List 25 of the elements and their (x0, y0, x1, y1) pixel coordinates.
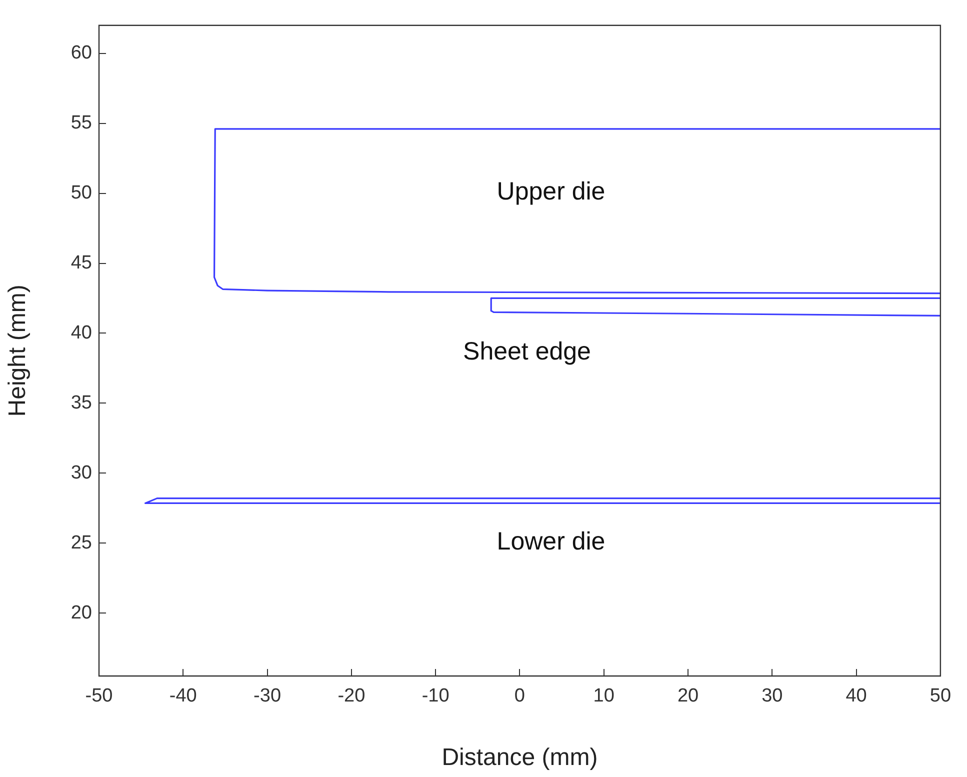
x-tick-label: 10 (593, 686, 614, 707)
x-tick-label: 30 (762, 686, 783, 707)
y-tick-label: 20 (70, 602, 92, 624)
y-tick-label: 35 (70, 392, 92, 414)
y-tick-label: 45 (70, 252, 92, 274)
y-tick-label: 30 (70, 462, 92, 484)
annotation: Lower die (496, 528, 606, 556)
y-tick-label: 40 (70, 322, 92, 344)
y-tick-label: 60 (70, 42, 92, 64)
x-tick-label: 40 (846, 686, 867, 707)
x-tick-label: -20 (338, 686, 366, 707)
y-tick-label: 50 (70, 182, 92, 204)
x-axis-title: Distance (mm) (442, 744, 598, 772)
x-tick-label: -50 (85, 686, 113, 707)
y-axis-title: Height (mm) (4, 284, 32, 417)
x-tick-label: -40 (169, 686, 197, 707)
x-tick-label: -30 (254, 686, 282, 707)
x-tick-label: 50 (930, 686, 952, 707)
y-tick-label: 25 (70, 532, 92, 554)
x-tick-label: 20 (677, 686, 699, 707)
y-tick-label: 55 (70, 112, 92, 134)
annotation: Upper die (496, 178, 606, 206)
x-tick-label: -10 (422, 686, 450, 707)
x-tick-label: 0 (514, 686, 526, 707)
annotation: Sheet edge (463, 338, 591, 366)
